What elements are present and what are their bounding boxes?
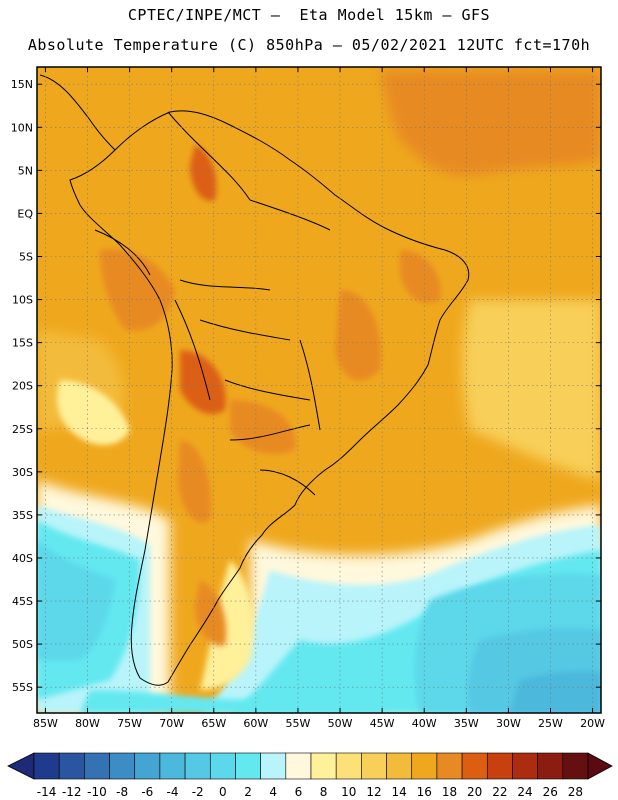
lat-tick-label: 10S: [12, 294, 33, 307]
lat-tick-label: EQ: [17, 207, 33, 220]
colorbar-swatch: [134, 752, 161, 780]
graticule: [37, 67, 601, 713]
latitude-labels: 15N 10N 5N EQ 5S 10S 15S 20S 25S 30S 35S 40S 45S 50S 5…: [11, 78, 34, 694]
lat-tick-label: 5S: [19, 250, 33, 263]
colorbar-label: -8: [116, 785, 128, 799]
colorbar-label: 2: [244, 785, 252, 799]
lat-tick-label: 30S: [12, 466, 33, 479]
colorbar-swatch: [260, 752, 287, 780]
lat-tick-label: 15S: [12, 337, 33, 350]
colorbar-label: 8: [320, 785, 328, 799]
colorbar-swatch: [184, 752, 211, 780]
colorbar-swatch: [84, 752, 110, 780]
lat-tick-label: 20S: [12, 380, 33, 393]
colorbar-label: 20: [467, 785, 482, 799]
temperature-field: [37, 67, 601, 713]
lon-tick-label: 85W: [33, 717, 58, 730]
colorbar-label: -6: [141, 785, 153, 799]
lat-tick-label: 55S: [12, 681, 33, 694]
colorbar-label: 4: [269, 785, 277, 799]
colorbar-label: 12: [366, 785, 381, 799]
colorbar-label: 24: [517, 785, 532, 799]
colorbar-swatch: [235, 752, 261, 780]
longitude-labels: 85W 80W 75W 70W 65W 60W 55W 50W 45W 40W 35W 30W 25W 2…: [33, 717, 605, 730]
colorbar-label: -10: [87, 785, 107, 799]
colorbar-low-arrow: [7, 752, 35, 780]
lat-tick-label: 10N: [11, 121, 33, 134]
colorbar-swatch: [58, 752, 85, 780]
colorbar: [7, 752, 613, 780]
colorbar-swatch: [335, 752, 362, 780]
colorbar-swatch: [512, 752, 538, 780]
colorbar-high-arrow: [587, 752, 613, 780]
lon-tick-label: 70W: [159, 717, 184, 730]
colorbar-label: -4: [167, 785, 179, 799]
map-frame: [36, 66, 602, 714]
colorbar-swatch: [361, 752, 387, 780]
lon-tick-label: 60W: [243, 717, 268, 730]
lon-tick-label: 20W: [580, 717, 605, 730]
lon-tick-label: 35W: [454, 717, 479, 730]
lat-tick-label: 25S: [12, 423, 33, 436]
colorbar-swatch: [562, 752, 589, 780]
map-title-line-2: Absolute Temperature (C) 850hPa – 05/02/…: [27, 36, 591, 54]
colorbar-swatch: [436, 752, 463, 780]
colorbar-swatch: [310, 752, 337, 780]
colorbar-label: 26: [543, 785, 558, 799]
lon-tick-label: 30W: [496, 717, 521, 730]
lat-tick-label: 5N: [18, 164, 33, 177]
colorbar-label: 22: [492, 785, 507, 799]
lat-tick-label: 15N: [11, 78, 33, 91]
colorbar-label: -12: [62, 785, 82, 799]
colorbar-label: -14: [37, 785, 57, 799]
colorbar-swatch: [109, 752, 136, 780]
coastlines: [39, 74, 470, 686]
colorbar-label: 10: [341, 785, 356, 799]
colorbar-swatch: [411, 752, 438, 780]
colorbar-swatch: [486, 752, 513, 780]
colorbar-label: 16: [417, 785, 432, 799]
colorbar-swatch: [285, 752, 312, 780]
colorbar-label: 6: [295, 785, 303, 799]
lat-tick-label: 40S: [12, 552, 33, 565]
colorbar-swatch: [33, 752, 60, 780]
lon-tick-label: 65W: [201, 717, 226, 730]
colorbar-swatch: [386, 752, 413, 780]
lon-tick-label: 80W: [75, 717, 100, 730]
lon-tick-label: 40W: [412, 717, 437, 730]
lat-tick-label: 50S: [12, 638, 33, 651]
colorbar-label: 18: [442, 785, 457, 799]
lon-tick-label: 55W: [286, 717, 311, 730]
lon-tick-label: 25W: [538, 717, 563, 730]
lat-tick-label: 35S: [12, 509, 33, 522]
colorbar-swatch: [461, 752, 488, 780]
colorbar-label: 0: [219, 785, 227, 799]
map-title-line-1: CPTEC/INPE/MCT – Eta Model 15km – GFS: [127, 6, 491, 24]
lon-tick-label: 45W: [370, 717, 395, 730]
colorbar-label: 14: [391, 785, 406, 799]
colorbar-swatch: [209, 752, 236, 780]
colorbar-labels: -14 -12 -10 -8 -6 -4 -2 0 2 4 6 8 10 12 14 16 18 20 22 24 26…: [37, 785, 583, 799]
colorbar-swatch: [537, 752, 564, 780]
colorbar-label: -2: [192, 785, 204, 799]
lon-tick-label: 75W: [117, 717, 142, 730]
lat-tick-label: 45S: [12, 595, 33, 608]
colorbar-swatch: [159, 752, 186, 780]
lon-tick-label: 50W: [328, 717, 353, 730]
colorbar-label: 28: [568, 785, 583, 799]
